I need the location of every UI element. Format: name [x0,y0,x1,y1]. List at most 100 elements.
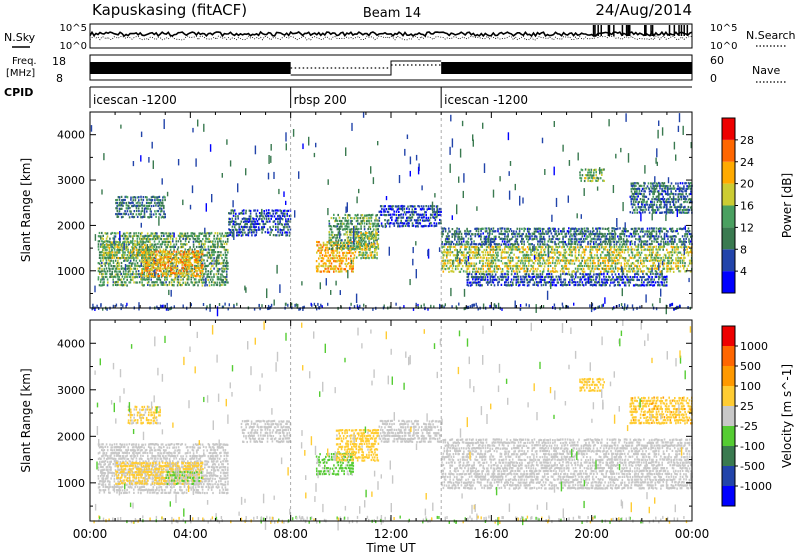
data-cell [454,249,456,252]
data-cell [328,222,331,225]
data-cell [457,262,459,265]
data-cell [461,237,464,240]
data-cell [187,255,189,258]
data-cell [664,254,667,257]
data-cell [345,259,348,262]
data-cell [131,240,134,243]
data-cell [573,233,576,236]
data-cell [423,213,425,216]
data-cell [112,246,115,249]
data-cell [598,248,601,251]
data-cell [182,251,184,254]
data-cell [190,251,193,254]
data-cell [148,246,150,249]
data-cell [596,235,598,238]
data-cell [280,229,283,232]
data-cell [564,233,566,236]
data-cell [223,248,226,251]
data-cell [179,235,181,238]
data-cell [118,246,121,249]
data-cell [350,217,352,220]
data-cell [200,240,203,243]
data-cell [346,216,349,219]
data-cell [153,245,156,248]
data-cell [255,214,258,218]
data-cell [534,248,537,251]
data-cell [573,242,576,245]
data-cell [153,281,156,284]
data-cell [179,272,181,275]
data-cell [201,281,204,284]
data-cell [680,256,683,260]
data-cell [363,245,366,248]
data-cell [107,246,109,249]
data-cell [166,243,168,246]
data-cell [160,234,163,238]
data-cell [263,217,266,220]
data-cell [117,251,120,254]
data-cell [212,253,214,257]
data-cell [100,257,102,260]
data-cell [160,258,163,261]
data-cell [432,211,434,214]
data-cell [486,240,489,243]
data-cell [417,205,419,208]
data-cell [145,259,148,262]
data-cell [159,255,162,258]
data-cell [216,262,219,265]
data-cell [183,253,186,256]
data-cell [574,232,577,235]
data-cell [678,257,680,260]
data-cell [248,218,251,221]
data-cell [563,240,565,244]
data-cell [527,264,530,267]
data-cell [411,224,414,227]
data-cell [589,232,592,235]
data-cell [165,232,167,235]
data-cell [343,268,345,271]
data-cell [372,256,375,259]
data-cell [334,234,336,237]
data-cell [123,267,125,270]
data-cell [540,232,542,235]
data-cell [544,253,546,257]
data-cell [97,245,100,248]
data-cell [506,265,508,268]
data-cell [580,243,582,246]
data-cell [550,256,553,259]
data-cell [286,220,288,223]
data-cell [645,254,647,257]
data-cell [185,235,188,238]
data-cell [141,269,143,273]
data-cell [450,240,452,243]
data-cell [152,262,154,265]
data-cell [129,281,132,284]
data-cell [427,216,430,219]
data-cell [342,260,344,263]
data-cell [652,251,654,254]
data-cell [660,270,662,273]
data-cell [337,213,339,217]
data-cell [352,267,354,270]
data-cell [465,240,467,243]
data-cell [191,256,194,259]
data-cell [375,225,377,228]
data-cell [580,264,583,267]
data-cell [109,262,111,265]
data-cell [528,256,530,260]
data-cell [516,267,519,270]
data-cell [628,267,630,270]
data-cell [417,222,420,225]
data-cell [323,270,326,273]
data-cell [460,237,463,241]
data-cell [143,215,146,218]
data-cell [456,227,458,230]
data-cell [198,267,200,270]
noise-tick-right-bottom: 10^0 [710,41,737,52]
data-cell [232,228,235,232]
data-cell [345,231,348,234]
data-cell [475,253,478,256]
data-cell [523,267,525,270]
data-cell [258,212,261,215]
data-cell [452,270,455,273]
